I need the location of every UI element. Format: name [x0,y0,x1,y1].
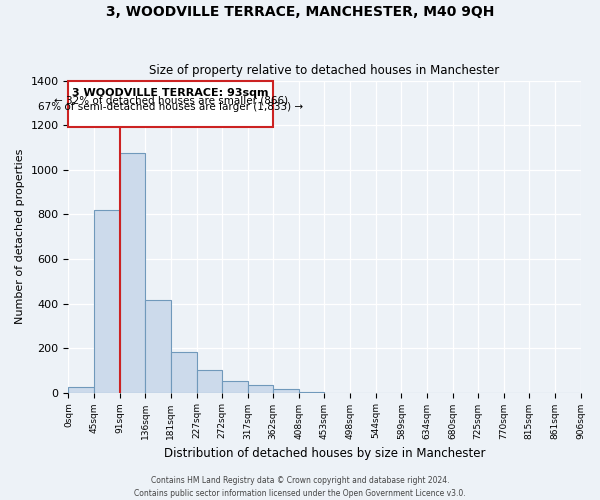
Bar [273,389,299,392]
Text: 3 WOODVILLE TERRACE: 93sqm: 3 WOODVILLE TERRACE: 93sqm [73,88,269,98]
Title: Size of property relative to detached houses in Manchester: Size of property relative to detached ho… [149,64,500,77]
Text: ← 32% of detached houses are smaller (866): ← 32% of detached houses are smaller (86… [53,96,288,106]
Bar [171,352,197,393]
Text: Contains HM Land Registry data © Crown copyright and database right 2024.
Contai: Contains HM Land Registry data © Crown c… [134,476,466,498]
Bar [248,385,273,392]
Text: 67% of semi-detached houses are larger (1,833) →: 67% of semi-detached houses are larger (… [38,102,303,112]
Y-axis label: Number of detached properties: Number of detached properties [15,149,25,324]
Bar [94,210,120,392]
Bar [197,370,222,392]
Bar [68,387,94,392]
FancyBboxPatch shape [68,81,273,126]
Bar [145,300,171,392]
Bar [222,381,248,392]
Text: 3, WOODVILLE TERRACE, MANCHESTER, M40 9QH: 3, WOODVILLE TERRACE, MANCHESTER, M40 9Q… [106,5,494,19]
X-axis label: Distribution of detached houses by size in Manchester: Distribution of detached houses by size … [164,447,485,460]
Bar [120,154,145,392]
